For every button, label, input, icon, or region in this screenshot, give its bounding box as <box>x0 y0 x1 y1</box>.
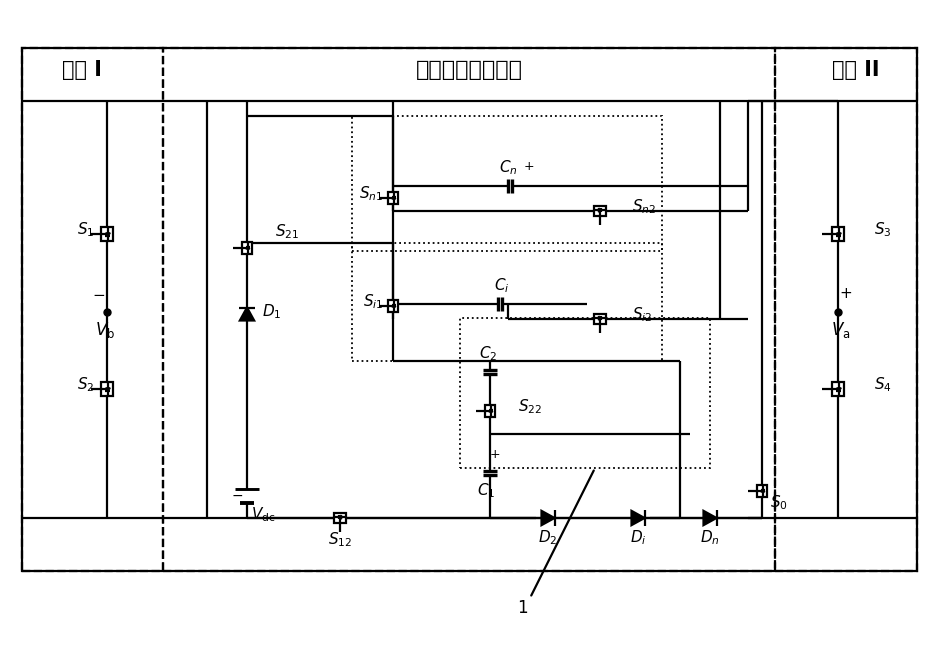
Bar <box>832 382 844 396</box>
Text: 半桥 II: 半桥 II <box>832 60 880 80</box>
Polygon shape <box>761 490 764 492</box>
Bar <box>352 116 662 251</box>
Text: $S_{n1}$: $S_{n1}$ <box>359 184 383 203</box>
Text: 扩展开关电容电路: 扩展开关电容电路 <box>415 60 522 80</box>
Text: $C_2$: $C_2$ <box>479 344 497 364</box>
Bar <box>22 48 163 571</box>
Polygon shape <box>246 246 250 249</box>
Bar <box>460 318 710 468</box>
Polygon shape <box>837 233 841 236</box>
Bar <box>594 314 606 324</box>
Polygon shape <box>703 511 716 525</box>
Text: $S_4$: $S_4$ <box>874 376 892 394</box>
Bar <box>22 48 917 571</box>
Text: $D_1$: $D_1$ <box>262 302 282 322</box>
Bar <box>388 300 398 312</box>
Bar <box>334 513 346 523</box>
Text: $+$: $+$ <box>839 286 853 301</box>
Text: 半桥 I: 半桥 I <box>62 60 102 80</box>
Text: $S_2$: $S_2$ <box>77 376 94 394</box>
Polygon shape <box>632 511 644 525</box>
Bar <box>832 227 844 241</box>
Text: $C_i$: $C_i$ <box>494 276 510 295</box>
Bar <box>388 192 398 204</box>
Text: $D_i$: $D_i$ <box>630 529 646 547</box>
Polygon shape <box>489 410 493 412</box>
Polygon shape <box>392 196 395 199</box>
Text: $S_0$: $S_0$ <box>770 494 788 512</box>
Text: $+$: $+$ <box>523 159 534 172</box>
Text: $C_n$: $C_n$ <box>499 159 517 177</box>
Polygon shape <box>837 388 841 390</box>
Text: $-$: $-$ <box>231 488 243 502</box>
Text: $D_2$: $D_2$ <box>538 529 558 547</box>
Bar <box>163 48 775 571</box>
Bar <box>775 48 917 571</box>
Bar <box>241 242 253 254</box>
Text: $+$: $+$ <box>489 448 500 462</box>
Text: $V_{\mathrm{a}}$: $V_{\mathrm{a}}$ <box>831 320 851 340</box>
Polygon shape <box>106 388 110 390</box>
Bar <box>352 243 662 361</box>
Text: $S_{i2}$: $S_{i2}$ <box>632 306 653 324</box>
Text: $S_{21}$: $S_{21}$ <box>275 222 300 241</box>
Text: $C_1$: $C_1$ <box>477 482 495 500</box>
Text: $-$: $-$ <box>92 286 105 301</box>
Polygon shape <box>339 515 342 519</box>
Polygon shape <box>392 304 395 307</box>
Bar <box>100 227 114 241</box>
Text: $S_{22}$: $S_{22}$ <box>518 398 542 416</box>
Text: $S_1$: $S_1$ <box>77 220 94 239</box>
Bar <box>757 485 767 497</box>
Polygon shape <box>542 511 555 525</box>
Text: $V_{\mathrm{dc}}$: $V_{\mathrm{dc}}$ <box>251 505 275 524</box>
Text: $S_{i1}$: $S_{i1}$ <box>362 292 383 311</box>
Text: $S_{12}$: $S_{12}$ <box>328 531 352 549</box>
Text: $D_n$: $D_n$ <box>700 529 720 547</box>
Polygon shape <box>599 208 601 212</box>
Text: $S_{n2}$: $S_{n2}$ <box>632 198 656 216</box>
Text: 1: 1 <box>516 599 528 617</box>
Bar <box>100 382 114 396</box>
Polygon shape <box>106 233 110 236</box>
Polygon shape <box>599 316 601 320</box>
Polygon shape <box>239 308 254 320</box>
Text: $V_{\mathrm{b}}$: $V_{\mathrm{b}}$ <box>95 320 115 340</box>
Bar <box>594 206 606 216</box>
Bar <box>485 405 495 417</box>
Text: $S_3$: $S_3$ <box>874 220 891 239</box>
